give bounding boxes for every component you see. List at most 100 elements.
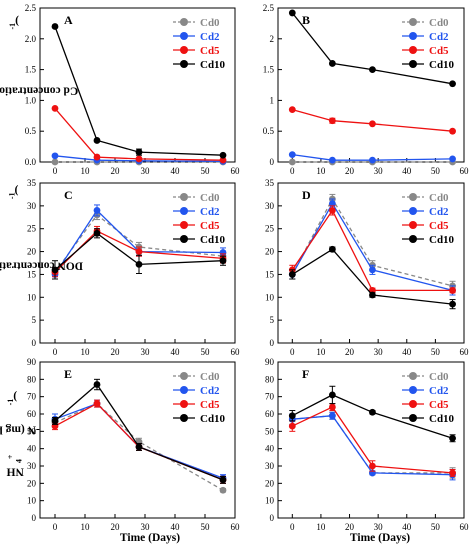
series-cd10 bbox=[288, 385, 456, 443]
legend-marker bbox=[409, 60, 417, 68]
data-point bbox=[328, 412, 336, 420]
data-point bbox=[369, 408, 376, 416]
data-point bbox=[51, 266, 59, 274]
data-point bbox=[288, 158, 296, 166]
legend-marker bbox=[180, 60, 188, 68]
data-point bbox=[449, 155, 456, 163]
y-tick-label: 60 bbox=[265, 409, 275, 419]
y-tick-label: 70 bbox=[27, 392, 37, 402]
series-line bbox=[54, 383, 224, 481]
legend-marker bbox=[409, 193, 417, 201]
data-point bbox=[328, 156, 336, 164]
data-point bbox=[449, 287, 456, 294]
x-tick-label: 20 bbox=[111, 166, 121, 176]
legend-marker bbox=[180, 414, 188, 422]
x-tick-label: 60 bbox=[231, 166, 241, 176]
data-point bbox=[449, 80, 456, 88]
legend-marker bbox=[409, 386, 417, 394]
x-tick-label: 30 bbox=[141, 522, 151, 532]
y-tick-label: 5 bbox=[32, 315, 37, 325]
legend-label: Cd0 bbox=[200, 371, 220, 383]
x-tick-label: 0 bbox=[53, 347, 58, 357]
series-line bbox=[54, 155, 224, 163]
legend: Cd0 Cd2 Cd5 Cd10 bbox=[173, 371, 226, 425]
x-tick-label: 20 bbox=[345, 347, 355, 357]
legend-marker bbox=[409, 221, 417, 229]
x-tick-label: 40 bbox=[402, 166, 412, 176]
series-line bbox=[291, 12, 453, 85]
y-tick-label: 50 bbox=[27, 426, 37, 436]
legend-marker bbox=[180, 193, 188, 201]
y-tick-label: 0 bbox=[270, 513, 275, 523]
y-tick-label: 90 bbox=[27, 357, 37, 367]
data-point bbox=[369, 156, 376, 164]
series-cd10 bbox=[51, 228, 227, 280]
series-line bbox=[54, 232, 224, 271]
x-tick-label: 40 bbox=[171, 522, 181, 532]
legend-marker bbox=[180, 221, 188, 229]
legend-label: Cd5 bbox=[200, 45, 220, 57]
x-tick-label: 30 bbox=[374, 166, 384, 176]
series-cd5 bbox=[288, 106, 456, 135]
y-tick-label: 25 bbox=[27, 224, 37, 234]
x-tick-label: 50 bbox=[201, 166, 211, 176]
data-point bbox=[449, 469, 456, 477]
panel-frame bbox=[39, 361, 236, 519]
legend-marker bbox=[180, 235, 188, 243]
y-tick-label: 50 bbox=[265, 426, 275, 436]
legend-marker bbox=[409, 46, 417, 54]
data-point bbox=[288, 151, 296, 159]
series-line bbox=[292, 153, 453, 161]
x-tick-label: 20 bbox=[111, 347, 121, 357]
panel-frame bbox=[277, 182, 465, 344]
legend-label: Cd5 bbox=[429, 220, 449, 232]
panel-frame bbox=[39, 182, 236, 344]
x-tick-label: 60 bbox=[460, 522, 470, 532]
x-tick-label: 10 bbox=[316, 347, 326, 357]
panel-A: 0 10 20 30 40 50 600.00.51.01.52.02.5A Cd0Cd2Cd… bbox=[25, 3, 240, 176]
x-tick-label: 50 bbox=[201, 347, 211, 357]
legend-label: Cd10 bbox=[200, 413, 226, 425]
data-point bbox=[328, 200, 336, 207]
y-tick-label: 10 bbox=[27, 496, 37, 506]
legend: Cd0 Cd2 Cd5 Cd10 bbox=[402, 17, 455, 71]
legend-marker bbox=[409, 32, 417, 40]
y-tick-label: 5 bbox=[270, 315, 275, 325]
x-tick-label: 50 bbox=[201, 522, 211, 532]
series-line bbox=[54, 402, 224, 491]
data-point bbox=[219, 156, 227, 164]
panel-C: 0 10 20 30 40 50 60 0 5 10 15 20 25 30 35 C Cd0 Cd2 Cd5 Cd1… bbox=[27, 178, 240, 357]
x-tick-label: 0 bbox=[53, 522, 58, 532]
xlabel-left: Time (Days) bbox=[119, 532, 181, 544]
legend-label: Cd10 bbox=[200, 59, 226, 71]
x-tick-label: 40 bbox=[402, 347, 412, 357]
y-tick-label: 15 bbox=[265, 269, 275, 279]
x-tick-label: 30 bbox=[374, 522, 384, 532]
x-tick-label: 40 bbox=[171, 347, 181, 357]
row-ylabel-cd: Cd concentration (mg kg-1) bbox=[0, 14, 78, 97]
y-tick-label: 30 bbox=[27, 461, 37, 471]
data-point bbox=[219, 257, 227, 265]
series-cd2 bbox=[288, 151, 456, 164]
legend-label: Cd5 bbox=[200, 399, 220, 411]
y-tick-label: 0.0 bbox=[25, 157, 37, 167]
data-point bbox=[219, 476, 227, 484]
data-point bbox=[93, 229, 101, 237]
x-tick-label: 0 bbox=[53, 166, 58, 176]
data-point bbox=[51, 158, 59, 166]
y-tick-label: 2.5 bbox=[263, 3, 275, 13]
x-tick-label: 30 bbox=[141, 166, 151, 176]
legend-label: Cd5 bbox=[429, 45, 449, 57]
y-tick-label: 0 bbox=[270, 338, 275, 348]
y-tick-label: 10 bbox=[27, 292, 37, 302]
legend-marker bbox=[409, 207, 417, 215]
data-point bbox=[288, 9, 296, 17]
y-tick-label: 0 bbox=[270, 157, 275, 167]
x-tick-label: 60 bbox=[460, 166, 470, 176]
data-point bbox=[328, 60, 336, 67]
y-tick-label: 2.5 bbox=[25, 3, 37, 13]
data-point bbox=[328, 207, 336, 214]
series-line bbox=[291, 197, 453, 287]
legend-label: Cd2 bbox=[200, 385, 220, 397]
legend-marker bbox=[180, 386, 188, 394]
